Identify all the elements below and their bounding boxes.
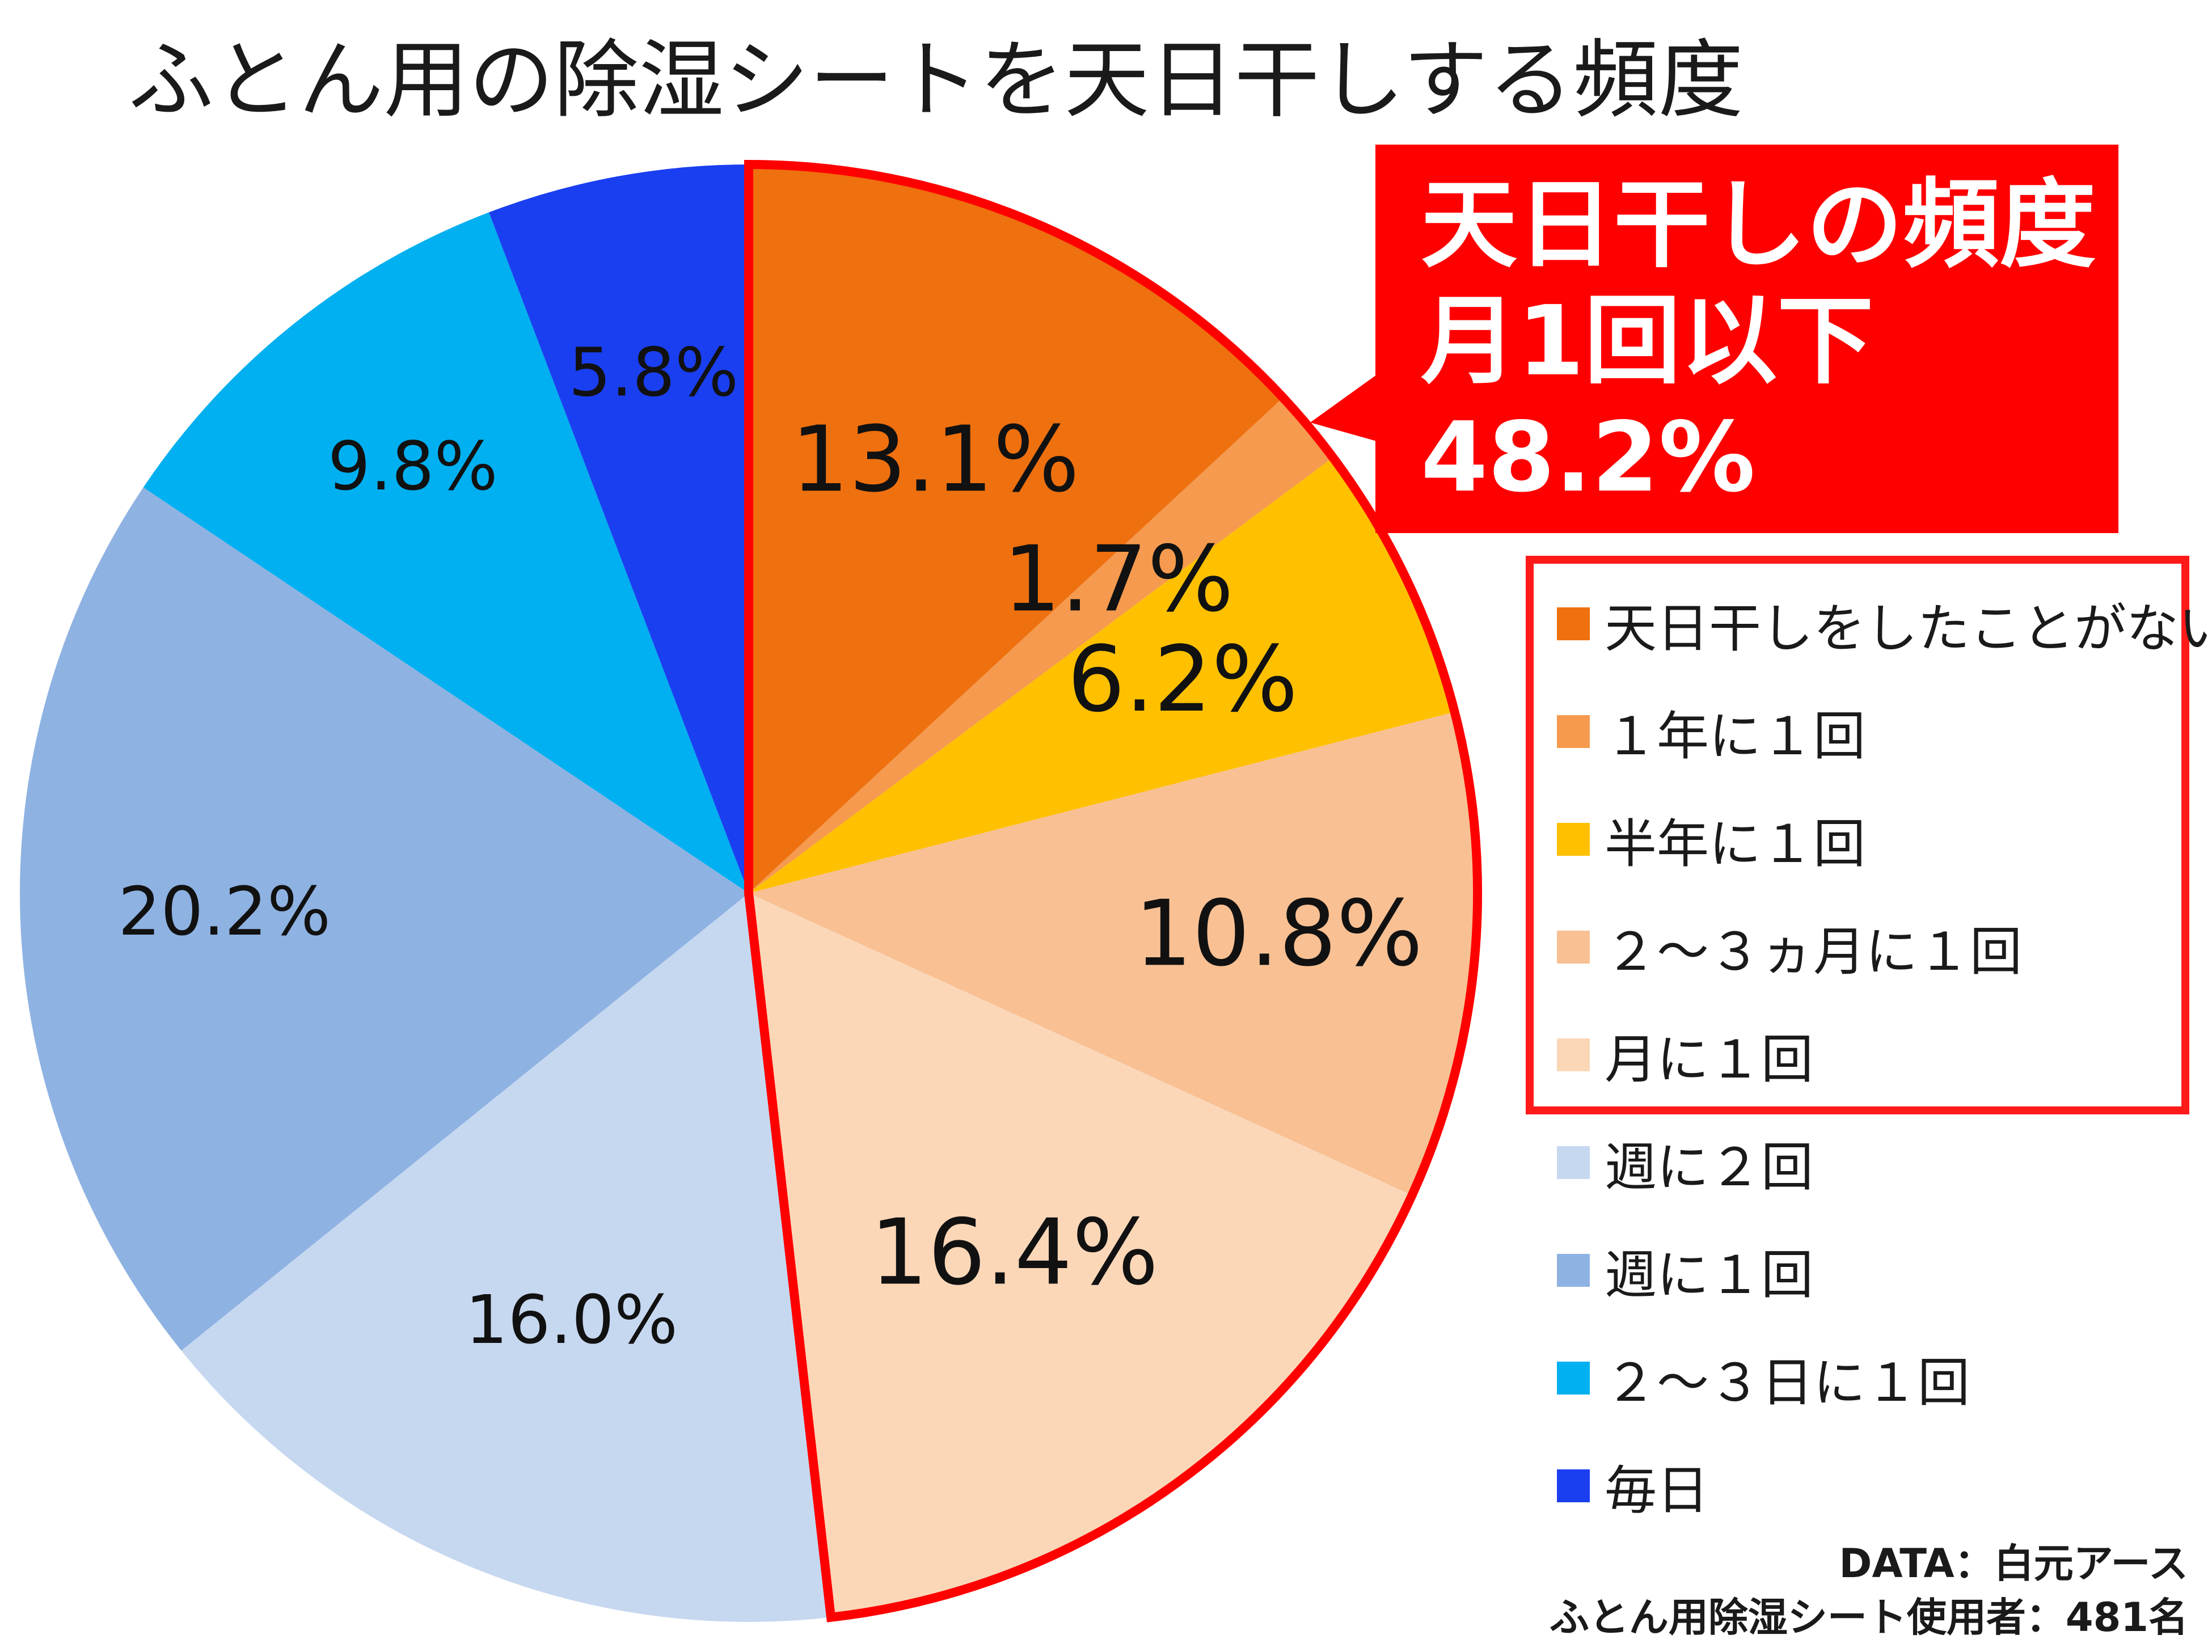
legend-item-3: 半年に１回 [1557,805,1865,874]
legend-label: 毎日 [1605,1460,1709,1521]
legend-item-6: 週に２回 [1557,1129,1813,1198]
pie-slices [20,159,1483,1623]
pie-slice-4 [749,712,1478,1195]
legend-label: １年に１回 [1605,705,1866,767]
legend-swatch [1557,607,1590,640]
source-note: DATA：白元アース ふとん用除湿シート使用者：481名 [1550,1537,2188,1645]
chart-title: ふとん用の除湿シートを天日干しする頻度 [128,31,1744,130]
legend-label: 週に２回 [1605,1136,1814,1198]
pie-value-label-5: 16.4% [870,1199,1158,1305]
pie-value-labels: 13.1% 1.7%6.2% 10.8% 16.4% 16.0% 20.2% 9.8% 5.8… [118,333,1422,1359]
legend-item-5: 月に１回 [1557,1021,1813,1090]
pie-slice-6 [181,893,831,1623]
callout-line-3: 48.2% [1421,402,1755,514]
callout-line-1: 天日干しの頻度 [1421,169,2096,281]
callout-line-2: 月1回以下 [1421,285,1874,398]
legend-swatch [1557,823,1590,856]
pie-value-label-3: 6.2% [1067,626,1298,732]
legend-item-8: ２～３日に１回 [1557,1344,1970,1413]
legend-item-9: 毎日 [1557,1452,1709,1521]
highlight-callout: 天日干しの頻度 月1回以下 48.2% [1375,145,2118,533]
legend-swatch [1557,1146,1590,1179]
legend-label: ２～３日に１回 [1605,1352,1970,1413]
legend-label: 週に１回 [1605,1244,1814,1305]
pie-slice-3 [749,457,1455,893]
pie-value-label-9: 5.8% [568,333,738,411]
legend-item-7: 週に１回 [1557,1236,1813,1305]
legend-label: 半年に１回 [1605,813,1866,874]
pie-value-label-6: 16.0% [465,1281,678,1359]
legend-swatch [1557,1254,1590,1287]
pie-value-label-7: 20.2% [118,872,331,950]
legend-swatch [1557,1038,1590,1071]
pie-slice-1 [749,164,1284,893]
pie-value-label-2: 1.7% [1003,526,1234,632]
legend-label: 天日干しをしたことがない [1605,598,2212,659]
legend-item-1: 天日干しをしたことがない [1557,590,2212,659]
source-line-1: DATA：白元アース [1839,1540,2188,1587]
pie-value-label-1: 13.1% [791,406,1079,512]
pie-slice-8 [143,212,749,893]
legend-item-2: １年に１回 [1557,698,1865,767]
pie-value-label-8: 9.8% [328,427,498,505]
legend-swatch [1557,1362,1590,1395]
legend-item-4: ２～３ヵ月に１回 [1557,913,2022,982]
legend-swatch [1557,715,1590,748]
pie-slice-2 [749,398,1333,893]
legend-swatch [1557,931,1590,964]
legend-label: 月に１回 [1605,1029,1814,1090]
legend-label: ２～３ヵ月に１回 [1605,921,2023,982]
highlight-outline [744,159,1483,1623]
pie-slice-7 [20,487,749,1351]
source-line-2: ふとん用除湿シート使用者：481名 [1549,1594,2188,1641]
pie-value-label-4: 10.8% [1134,880,1422,986]
legend-swatch [1557,1469,1590,1502]
pie-slice-9 [489,164,749,893]
legend-highlight-box [1526,556,2189,1114]
pie-slice-5 [749,893,1412,1617]
